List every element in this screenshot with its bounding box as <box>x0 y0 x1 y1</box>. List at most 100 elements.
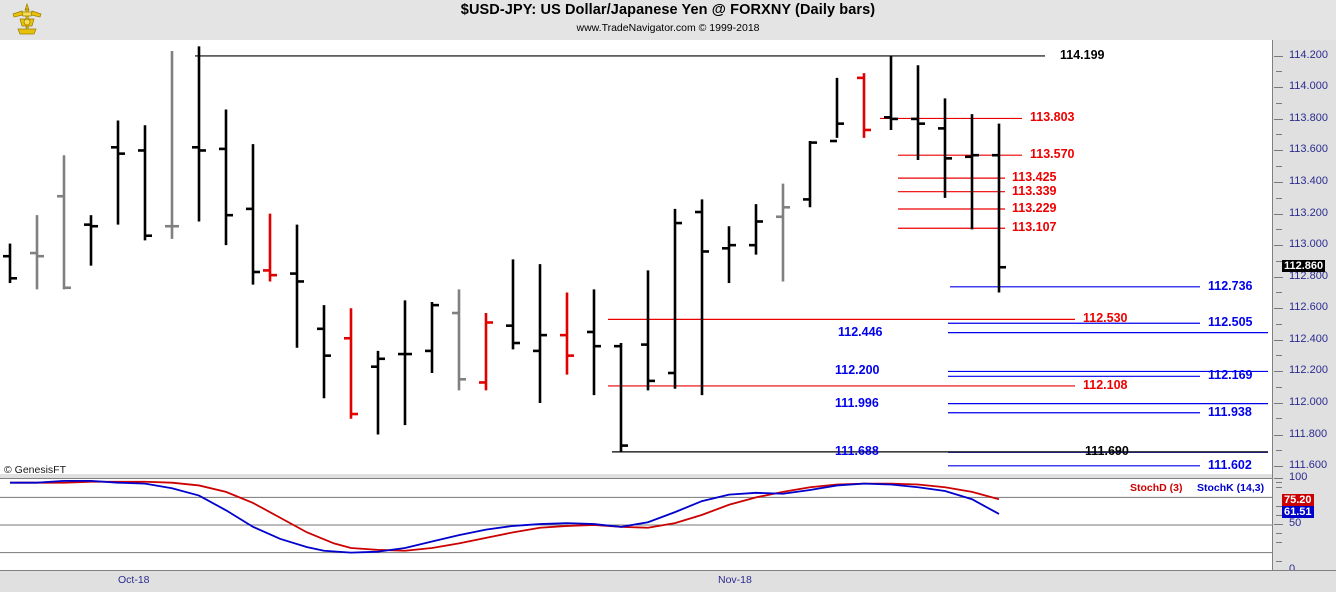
stoch-axis-tick-minor <box>1276 514 1282 516</box>
price-axis-label: 114.000 <box>1289 80 1328 93</box>
price-axis-label: 112.000 <box>1289 395 1328 408</box>
axis-tick-minor <box>1276 102 1282 104</box>
axis-tick <box>1274 371 1283 373</box>
price-axis-label: 113.000 <box>1289 238 1328 251</box>
price-level-label[interactable]: 111.690 <box>1085 443 1129 458</box>
ohlc-bar[interactable] <box>246 144 260 285</box>
ohlc-bar[interactable] <box>84 215 98 266</box>
ohlc-bar[interactable] <box>641 270 655 391</box>
ohlc-bar[interactable] <box>965 114 979 230</box>
date-axis-label: Oct-18 <box>118 574 150 586</box>
ohlc-bar[interactable] <box>911 65 925 160</box>
ohlc-bar[interactable] <box>3 243 17 284</box>
ohlc-bar[interactable] <box>857 73 871 138</box>
date-axis <box>0 570 1336 592</box>
stochastic-pane[interactable]: StochD (3) StochK (14,3) <box>0 478 1272 573</box>
price-level-label[interactable]: 112.736 <box>1208 278 1253 293</box>
ohlc-bar[interactable] <box>992 123 1006 293</box>
ohlc-bar[interactable] <box>560 292 574 375</box>
ohlc-bar[interactable] <box>776 183 790 282</box>
stoch-axis-tick-minor <box>1276 487 1282 489</box>
axis-tick <box>1274 150 1283 152</box>
stoch-axis-tick <box>1274 478 1283 479</box>
axis-tick <box>1274 308 1283 310</box>
price-axis[interactable]: 114.200 114.000 113.800 113.600 113.400 113.2… <box>1272 40 1336 575</box>
price-level-label[interactable]: 114.199 <box>1060 47 1105 62</box>
axis-tick-minor <box>1276 134 1282 136</box>
price-axis-label: 112.600 <box>1289 301 1328 314</box>
ohlc-bar[interactable] <box>371 350 385 435</box>
ohlc-bar[interactable] <box>219 109 233 246</box>
price-level-label[interactable]: 111.938 <box>1208 404 1252 419</box>
ohlc-bar[interactable] <box>830 77 844 143</box>
ohlc-bar[interactable] <box>938 98 952 198</box>
axis-tick-minor <box>1276 197 1282 199</box>
price-level-label[interactable]: 112.169 <box>1208 368 1253 383</box>
price-level-label[interactable]: 112.200 <box>835 363 880 378</box>
ohlc-bar[interactable] <box>884 55 898 130</box>
ohlc-bar[interactable] <box>344 308 358 419</box>
price-level-label[interactable]: 112.530 <box>1083 311 1128 326</box>
axis-tick <box>1274 339 1283 341</box>
ohlc-bar[interactable] <box>263 213 277 282</box>
price-level-label[interactable]: 111.996 <box>835 395 879 410</box>
price-axis-label: 113.800 <box>1289 111 1328 124</box>
axis-tick-minor <box>1276 260 1282 262</box>
ohlc-bar[interactable] <box>668 208 682 389</box>
price-level-label[interactable]: 113.425 <box>1012 170 1057 185</box>
chart-header: $USD-JPY: US Dollar/Japanese Yen @ FORXN… <box>0 0 1336 40</box>
price-level-label[interactable]: 112.108 <box>1083 377 1128 392</box>
ohlc-bar[interactable] <box>695 199 709 396</box>
stoch-d-legend: StochD (3) <box>1130 482 1183 494</box>
ohlc-bar[interactable] <box>533 264 547 403</box>
ohlc-bar[interactable] <box>192 46 206 222</box>
ohlc-bar[interactable] <box>398 300 412 426</box>
axis-tick <box>1274 466 1283 468</box>
price-axis-label: 111.800 <box>1289 427 1328 440</box>
price-level-label[interactable]: 111.688 <box>835 444 879 459</box>
price-level-label[interactable]: 111.602 <box>1208 457 1252 472</box>
ohlc-bar[interactable] <box>425 301 439 373</box>
axis-tick-minor <box>1276 481 1282 483</box>
price-level-label[interactable]: 113.339 <box>1012 183 1057 198</box>
stoch-k-line[interactable] <box>10 479 1000 554</box>
stoch-d-line[interactable] <box>10 480 1000 552</box>
ohlc-bar[interactable] <box>317 305 331 399</box>
stoch-axis-label: 0 <box>1289 563 1296 575</box>
price-chart-pane[interactable]: 114.199 113.803 113.570 113.425 113.339 113.2… <box>0 40 1272 476</box>
price-level-label[interactable]: 112.505 <box>1208 315 1253 330</box>
price-axis-label: 113.200 <box>1289 206 1328 219</box>
ohlc-bar[interactable] <box>30 215 44 290</box>
price-axis-label: 112.400 <box>1289 332 1328 345</box>
price-level-label[interactable]: 112.446 <box>838 324 883 339</box>
ohlc-bar[interactable] <box>614 343 628 452</box>
date-axis-label: Nov-18 <box>718 574 752 586</box>
ohlc-bar[interactable] <box>138 125 152 241</box>
ohlc-bar[interactable] <box>479 313 493 391</box>
ohlc-bar[interactable] <box>803 141 817 208</box>
ohlc-bar[interactable] <box>452 289 466 391</box>
price-level-label[interactable]: 113.803 <box>1030 110 1075 125</box>
axis-tick-minor <box>1276 418 1282 420</box>
price-level-label[interactable]: 113.570 <box>1030 147 1075 162</box>
ohlc-bar[interactable] <box>587 289 601 396</box>
axis-tick-minor <box>1276 386 1282 388</box>
price-level-label[interactable]: 113.107 <box>1012 220 1057 235</box>
stoch-k-legend: StochK (14,3) <box>1197 482 1265 494</box>
ohlc-bar[interactable] <box>722 226 736 284</box>
ohlc-bar[interactable] <box>57 155 71 290</box>
ohlc-bar[interactable] <box>111 120 125 225</box>
stoch-axis-label: 50 <box>1289 517 1302 529</box>
header-subtitle: www.TradeNavigator.com © 1999-2018 <box>576 22 760 34</box>
ohlc-bar[interactable] <box>165 51 179 239</box>
price-level-label[interactable]: 113.229 <box>1012 201 1057 216</box>
axis-tick <box>1274 55 1283 57</box>
last-price-tag: 112.860 <box>1282 260 1326 273</box>
price-bars-layer <box>3 46 1268 467</box>
stoch-d-value-tag: 75.20 <box>1282 493 1314 506</box>
ohlc-bar[interactable] <box>506 259 520 350</box>
ohlc-bar[interactable] <box>749 204 763 255</box>
axis-tick-minor <box>1276 292 1282 294</box>
axis-tick <box>1274 402 1283 404</box>
ohlc-bar[interactable] <box>290 224 304 348</box>
